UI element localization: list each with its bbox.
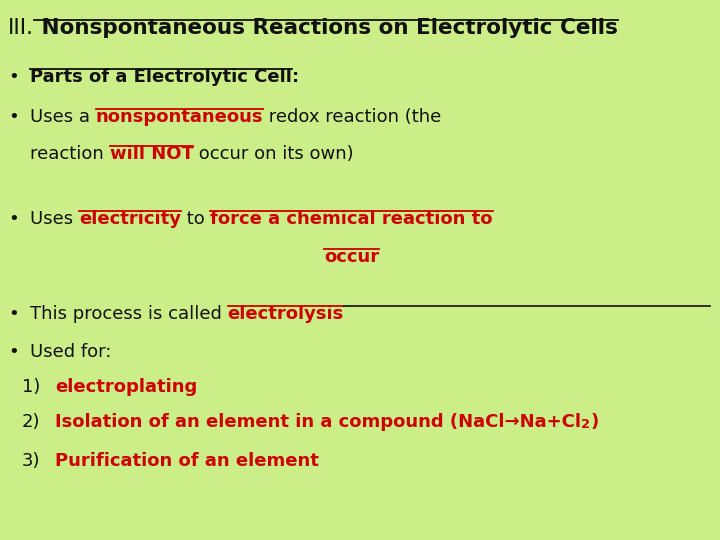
Text: •: • bbox=[8, 210, 19, 228]
Text: Isolation of an element in a compound (NaCl→Na+Cl: Isolation of an element in a compound (N… bbox=[55, 413, 581, 431]
Text: electrolysis: electrolysis bbox=[228, 305, 344, 323]
Text: •: • bbox=[8, 305, 19, 323]
Text: occur on its own): occur on its own) bbox=[194, 145, 354, 163]
Text: III.: III. bbox=[8, 18, 34, 38]
Text: ): ) bbox=[590, 413, 598, 431]
Text: Used for:: Used for: bbox=[30, 343, 112, 361]
Text: 2): 2) bbox=[22, 413, 40, 431]
Text: 3): 3) bbox=[22, 452, 40, 470]
Text: This process is called: This process is called bbox=[30, 305, 228, 323]
Text: Purification of an element: Purification of an element bbox=[55, 452, 319, 470]
Text: Uses: Uses bbox=[30, 210, 79, 228]
Text: will NOT: will NOT bbox=[109, 145, 194, 163]
Text: •: • bbox=[8, 108, 19, 126]
Text: occur: occur bbox=[324, 248, 379, 266]
Text: :: : bbox=[292, 68, 299, 86]
Text: to: to bbox=[181, 210, 210, 228]
Text: 2: 2 bbox=[581, 418, 590, 431]
Text: •: • bbox=[8, 68, 19, 86]
Text: •: • bbox=[8, 343, 19, 361]
Text: electricity: electricity bbox=[79, 210, 181, 228]
Text: redox reaction (the: redox reaction (the bbox=[264, 108, 441, 126]
Text: electroplating: electroplating bbox=[55, 378, 197, 396]
Text: Nonspontaneous Reactions on Electrolytic Cells: Nonspontaneous Reactions on Electrolytic… bbox=[34, 18, 618, 38]
Text: Parts of a Electrolytic Cell: Parts of a Electrolytic Cell bbox=[30, 68, 292, 86]
Text: Uses a: Uses a bbox=[30, 108, 96, 126]
Text: reaction: reaction bbox=[30, 145, 109, 163]
Text: 1): 1) bbox=[22, 378, 40, 396]
Text: force a chemical reaction to: force a chemical reaction to bbox=[210, 210, 493, 228]
Text: nonspontaneous: nonspontaneous bbox=[96, 108, 264, 126]
